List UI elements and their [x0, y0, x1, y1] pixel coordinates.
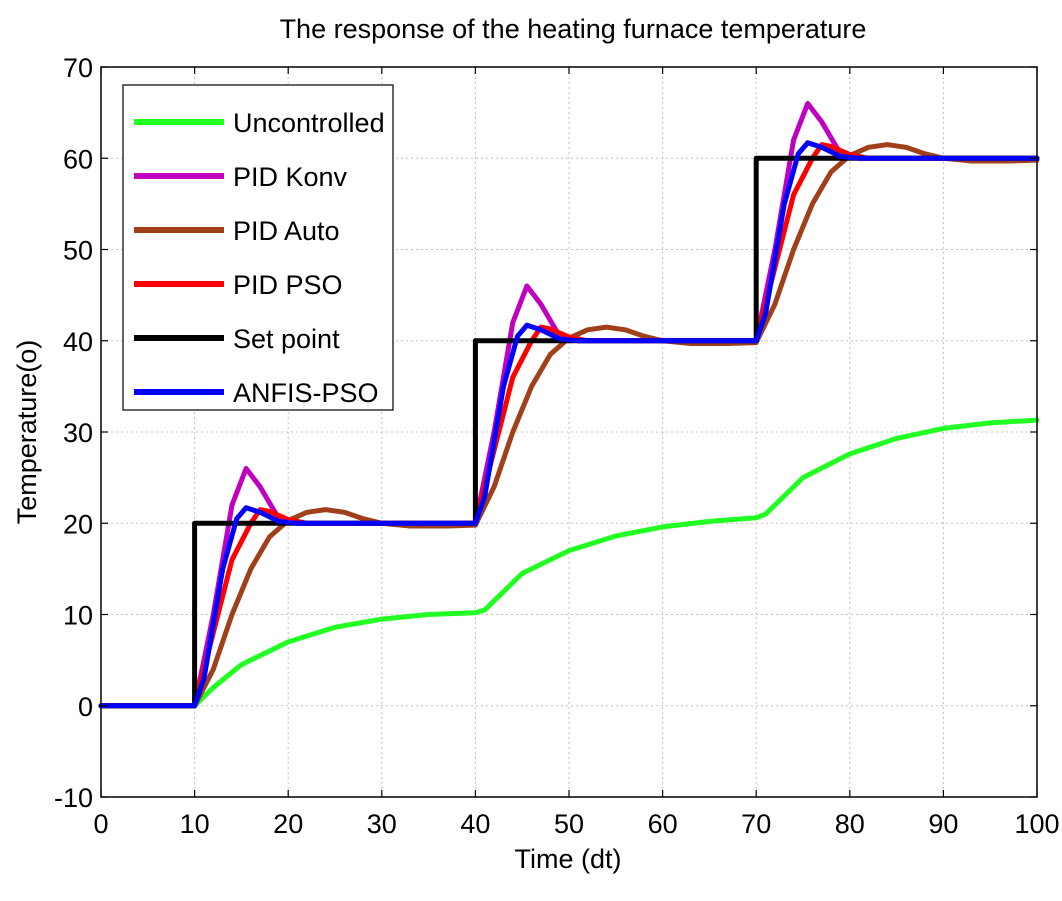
series-line-pid-pso [98, 142, 1040, 709]
x-tick-label: 50 [554, 809, 584, 839]
x-tick-label: 0 [93, 809, 108, 839]
legend-label-pid-pso: PID PSO [233, 270, 343, 300]
x-tick-label: 70 [741, 809, 771, 839]
series-line-set-point [98, 155, 1040, 709]
y-tick-label: 30 [63, 418, 93, 448]
x-tick-label: 80 [835, 809, 865, 839]
x-tick-label: 30 [367, 809, 397, 839]
x-tick-label: 10 [180, 809, 210, 839]
legend: Uncontrolled PID Konv PID Auto PID PSO Set p… [122, 84, 394, 411]
x-tick-label: 90 [928, 809, 958, 839]
y-tick-label: 0 [78, 692, 93, 722]
legend-box [122, 84, 394, 411]
legend-label-anfis-pso: ANFIS-PSO [233, 378, 379, 408]
series-line-pid-auto [98, 142, 1040, 709]
x-tick-label: 40 [460, 809, 490, 839]
y-tick-label: 70 [63, 53, 93, 83]
series-line-anfis-pso [98, 140, 1040, 709]
legend-label-pid-auto: PID Auto [233, 216, 340, 246]
y-tick-label: 40 [63, 327, 93, 357]
legend-label-uncontrolled: Uncontrolled [233, 108, 385, 138]
y-axis-label: Temperature(o) [12, 340, 42, 525]
legend-label-set-point: Set point [233, 324, 340, 354]
x-tick-label: 20 [273, 809, 303, 839]
y-tick-label: 50 [63, 236, 93, 266]
y-tick-label: 10 [63, 601, 93, 631]
x-tick-label: 60 [648, 809, 678, 839]
series-line-uncontrolled [98, 417, 1040, 709]
series-line-pid-konv [98, 101, 1040, 709]
y-tick-label: 60 [63, 144, 93, 174]
y-tick-label: 20 [63, 509, 93, 539]
y-tick-label: -10 [54, 783, 93, 813]
x-tick-label: 100 [1014, 809, 1059, 839]
plot-area [98, 101, 1040, 709]
legend-label-pid-konv: PID Konv [233, 162, 348, 192]
x-axis-label: Time (dt) [515, 844, 622, 874]
chart-title: The response of the heating furnace temp… [280, 14, 867, 44]
